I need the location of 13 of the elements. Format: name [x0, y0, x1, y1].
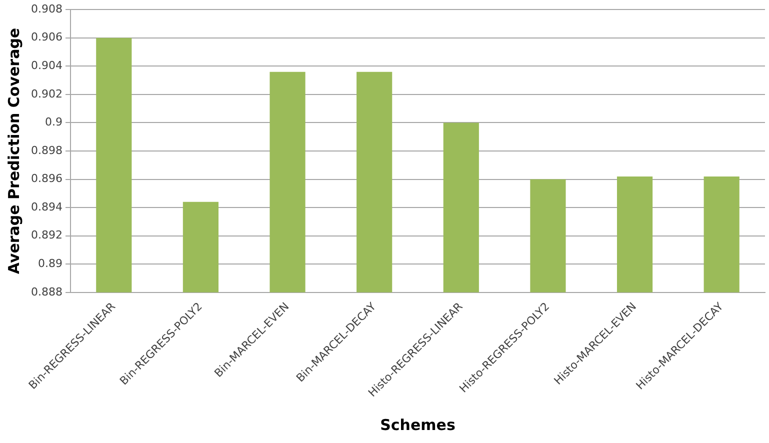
- x-axis-title: Schemes: [380, 416, 456, 434]
- y-axis-title: Average Prediction Coverage: [4, 28, 23, 274]
- y-tick-label: 0.908: [30, 2, 62, 16]
- y-tick-label: 0.902: [30, 87, 62, 100]
- y-tick-label: 0.904: [30, 59, 62, 72]
- y-tick-label: 0.894: [30, 200, 62, 214]
- y-tick-label: 0.89: [38, 256, 62, 270]
- y-tick-label: 0.892: [30, 228, 62, 242]
- y-tick-label: 0.898: [30, 144, 62, 157]
- y-tick-label: 0.896: [30, 172, 62, 186]
- y-tick-label: 0.888: [30, 285, 62, 298]
- y-tick-label: 0.9: [44, 116, 62, 129]
- y-tick-label: 0.906: [30, 30, 62, 44]
